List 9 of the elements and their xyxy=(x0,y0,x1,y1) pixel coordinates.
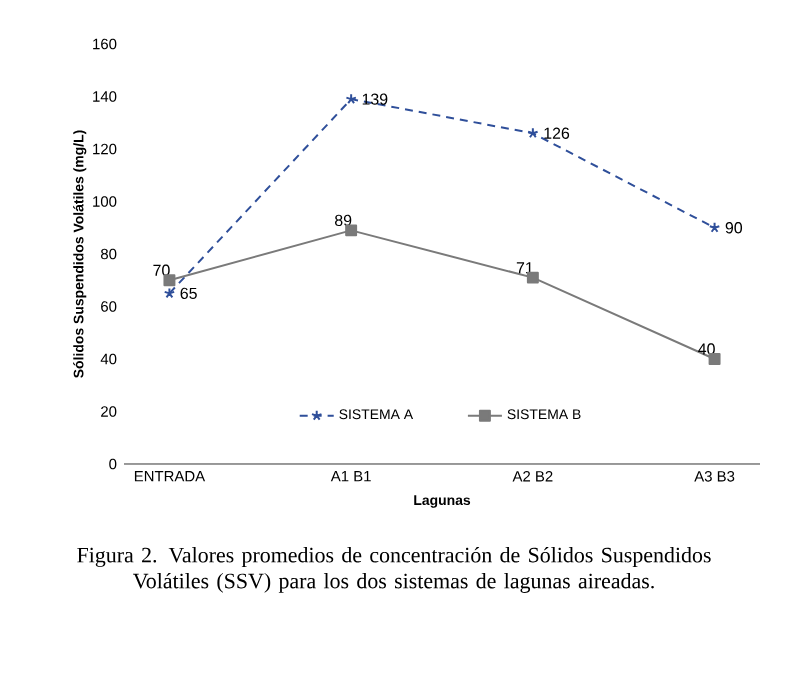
text: Figura 2. Valores promedios de concentración de Sólidos Suspendidos Volátiles (SSV) para los dos sistemas de lagunas aireadas. xyxy=(77,547,711,593)
point xyxy=(163,274,176,287)
point xyxy=(527,127,539,139)
point xyxy=(708,221,721,233)
point xyxy=(708,353,721,365)
point xyxy=(526,271,539,284)
point xyxy=(163,287,176,299)
point xyxy=(345,224,358,237)
point xyxy=(345,93,357,105)
